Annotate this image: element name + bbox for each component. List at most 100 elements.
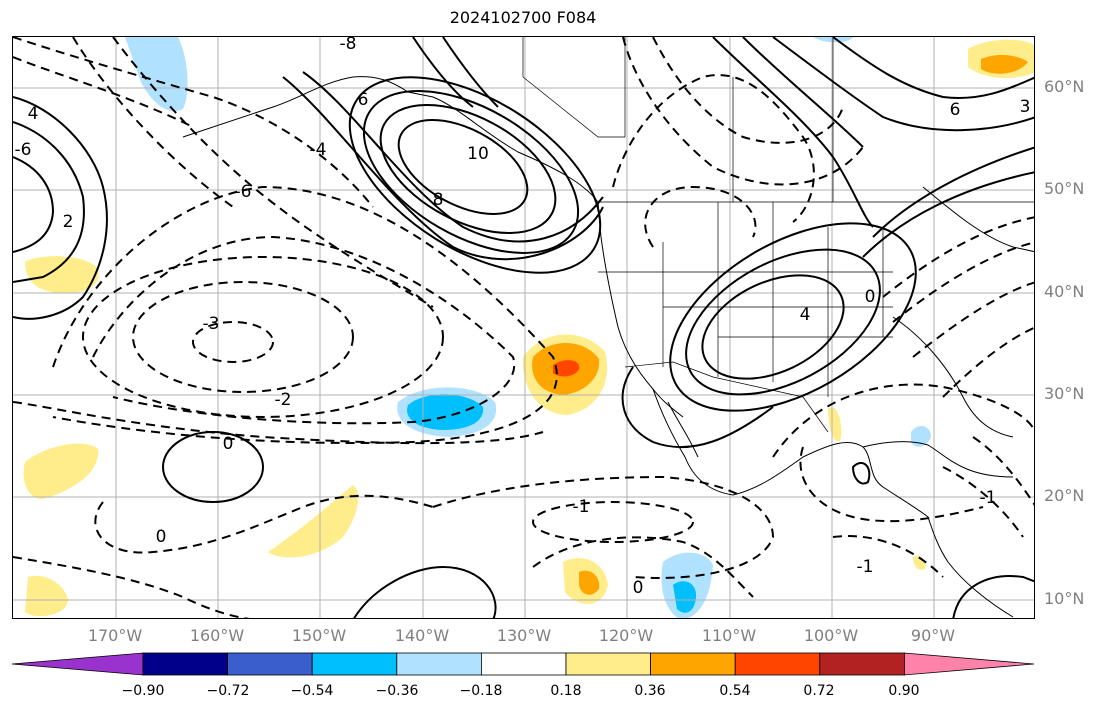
- contour-label: -8: [340, 37, 357, 54]
- contour-line: [13, 56, 194, 128]
- contour-line: [397, 119, 529, 215]
- latitude-label: 10°N: [1044, 589, 1085, 608]
- colorbar-tick-label: 0.72: [803, 683, 835, 699]
- contour-line: [742, 37, 864, 148]
- map-svg: 10 8 6 6 4 4 3 2 0 0 0 0 -1 -1 -1 -2 -3 …: [13, 37, 1034, 618]
- contour-line: [302, 71, 604, 243]
- contour-label: -2: [275, 390, 292, 410]
- colorbar: [12, 652, 1035, 676]
- contour-line: [621, 366, 774, 449]
- positive-contours: [13, 37, 1034, 618]
- map-panel: 10 8 6 6 4 4 3 2 0 0 0 0 -1 -1 -1 -2 -3 …: [12, 36, 1035, 619]
- colorbar-swatch: [650, 652, 736, 676]
- coastlines: [182, 76, 1034, 618]
- contour-line: [13, 37, 374, 208]
- contour-line: [972, 436, 1034, 506]
- contour-line: [862, 171, 1034, 258]
- contour-line: [72, 37, 234, 208]
- longitude-label: 130°W: [496, 626, 552, 645]
- contour-label: 4: [800, 305, 811, 325]
- contour-line: [282, 76, 604, 261]
- colorbar-swatch: [480, 652, 567, 676]
- contour-label: -6: [15, 140, 32, 160]
- shade-orange-region: [981, 55, 1028, 74]
- longitude-label: 110°W: [701, 626, 757, 645]
- contour-line: [872, 146, 1034, 238]
- contour-line: [882, 216, 1034, 298]
- shaded-regions: [23, 37, 1034, 618]
- contour-line: [112, 37, 434, 308]
- shade-yellow-region: [828, 407, 842, 442]
- colorbar-tick-label: 0.54: [719, 683, 751, 699]
- contour-label: 4: [28, 104, 39, 124]
- contour-line: [952, 575, 1034, 618]
- latitude-label: 30°N: [1044, 384, 1085, 403]
- contour-line: [432, 475, 775, 579]
- contour-line: [13, 556, 250, 618]
- contour-line: [532, 501, 694, 543]
- shade-lightblue-region: [911, 425, 931, 447]
- contour-line: [132, 281, 354, 393]
- latitude-label: 50°N: [1044, 179, 1085, 198]
- contour-line: [192, 321, 274, 363]
- longitude-label: 170°W: [87, 626, 143, 645]
- colorbar-swatch: [904, 652, 1035, 676]
- contour-line: [82, 256, 444, 418]
- shade-lightblue-region: [125, 37, 188, 112]
- contour-line: [13, 156, 55, 253]
- contour-line: [348, 76, 602, 274]
- contour-line: [412, 37, 474, 108]
- contour-label: 0: [156, 527, 167, 547]
- contour-line: [92, 235, 516, 425]
- colorbar-tick-label: −0.90: [121, 683, 165, 699]
- latitude-label: 40°N: [1044, 282, 1085, 301]
- longitude-label: 160°W: [189, 626, 245, 645]
- colorbar-tick-label: 0.90: [888, 683, 920, 699]
- colorbar-tick-label: 0.18: [550, 683, 582, 699]
- contour-line: [712, 37, 874, 228]
- colorbar-tick-label: −0.36: [375, 683, 419, 699]
- contour-label: 6: [950, 100, 961, 120]
- contour-label: -1: [857, 557, 874, 577]
- contour-line: [532, 536, 754, 598]
- longitude-label: 150°W: [291, 626, 347, 645]
- shade-orange-region: [579, 570, 600, 595]
- contour-line: [799, 446, 984, 523]
- colorbar-swatch: [734, 652, 821, 676]
- contour-label-group: 10 8 6 6 4 4 3 2 0 0 0 0 -1 -1 -1 -2 -3 …: [15, 37, 1031, 598]
- contour-line: [162, 431, 264, 503]
- colorbar-tick-label: −0.72: [206, 683, 250, 699]
- negative-contours: [13, 37, 1034, 618]
- colorbar-swatch: [311, 652, 398, 676]
- colorbar-swatch: [565, 652, 651, 676]
- contour-label: 3: [1020, 97, 1031, 117]
- colorbar-tick-label: 0.36: [634, 683, 666, 699]
- shade-yellow-region: [23, 443, 99, 499]
- contour-label: -1: [980, 488, 997, 508]
- colorbar-swatch: [819, 652, 905, 676]
- longitude-label: 140°W: [394, 626, 450, 645]
- contour-line: [772, 383, 1034, 458]
- contour-line: [362, 90, 580, 254]
- contour-label: -1: [573, 497, 590, 517]
- longitude-label: 120°W: [598, 626, 654, 645]
- contour-line: [942, 466, 1024, 538]
- contour-line: [353, 565, 497, 618]
- contour-line: [832, 535, 944, 578]
- latitude-label: 20°N: [1044, 486, 1085, 505]
- contour-line: [622, 37, 864, 186]
- shade-blue-region: [673, 581, 697, 613]
- contour-line: [772, 37, 1034, 132]
- contour-line: [912, 281, 1034, 358]
- contour-line: [442, 37, 499, 108]
- contour-label: 0: [223, 434, 234, 454]
- contour-line: [94, 494, 434, 554]
- contour-label: 2: [63, 212, 74, 232]
- shade-yellow-region: [268, 485, 359, 558]
- contour-line: [379, 103, 557, 235]
- colorbar-tick-label: −0.18: [459, 683, 503, 699]
- contour-line: [669, 222, 917, 412]
- shade-yellow-region: [25, 575, 68, 617]
- longitude-label: 100°W: [803, 626, 859, 645]
- contour-line: [13, 401, 544, 445]
